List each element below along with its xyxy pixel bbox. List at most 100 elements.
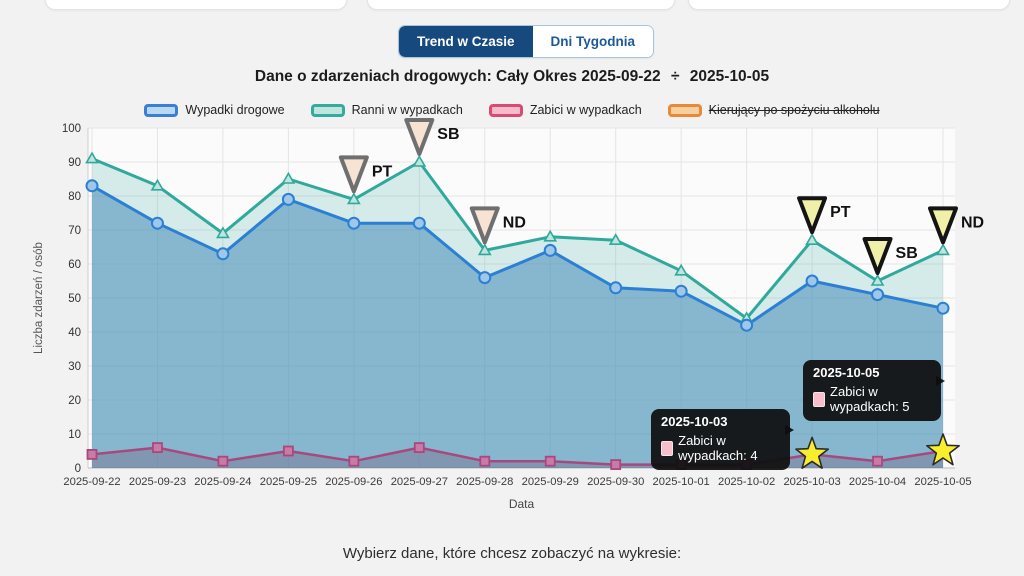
x-tick-label: 2025-09-30 — [587, 476, 644, 488]
point-square[interactable] — [348, 455, 360, 467]
series-line — [90, 446, 945, 466]
point-circle[interactable] — [347, 216, 361, 230]
point-square[interactable] — [479, 455, 491, 467]
y-tick-label: 100 — [62, 123, 81, 135]
y-tick-label: 70 — [68, 225, 81, 237]
legend-swatch-zabici — [488, 103, 523, 117]
point-circle[interactable] — [85, 179, 99, 193]
tooltip-2025-10-05: 2025-10-05 Zabici w wypadkach: 5 — [803, 360, 945, 421]
x-tick-label: 2025-09-25 — [260, 476, 317, 488]
point-triangle[interactable] — [608, 233, 623, 245]
point-circle[interactable] — [216, 247, 230, 261]
flag-label: PT — [372, 163, 393, 180]
point-square[interactable] — [413, 442, 425, 454]
point-circle[interactable] — [871, 288, 885, 302]
tab-trend-w-czasie[interactable]: Trend w Czasie — [399, 26, 533, 57]
point-square[interactable] — [282, 445, 294, 457]
x-tick-label: 2025-10-03 — [783, 476, 840, 488]
tooltip-series-swatch — [661, 440, 674, 456]
legend-swatch-alkohol — [667, 103, 702, 117]
tooltip-series-swatch — [813, 391, 826, 407]
y-tick-label: 0 — [75, 463, 81, 475]
point-circle[interactable] — [805, 274, 819, 288]
trend-chart-canvas[interactable]: 0 10 20 30 40 50 60 70 80 90 100 PT SB ND PT SB ND 2025-0… — [0, 60, 1024, 530]
point-square[interactable] — [610, 459, 622, 471]
chart-title-text: Dane o zdarzeniach drogowych: Cały Okres — [254, 68, 578, 85]
x-tick-label: 2025-09-29 — [522, 476, 579, 488]
date-from: 2025-09-22 — [581, 68, 661, 85]
legend-item-wypadki[interactable]: Wypadki drogowe — [144, 103, 285, 117]
x-tick-label: 2025-10-01 — [653, 476, 710, 488]
y-tick-label: 50 — [68, 293, 81, 305]
weekday-flag-pt: PT — [797, 196, 851, 235]
point-circle[interactable] — [412, 216, 426, 230]
weekday-flag-pt: PT — [338, 155, 393, 194]
legend-label: Ranni w wypadkach — [351, 103, 463, 117]
point-triangle[interactable] — [281, 171, 296, 184]
x-tick-label: 2025-09-24 — [194, 476, 251, 488]
x-tick-label: 2025-09-23 — [129, 476, 186, 488]
chart-title: Dane o zdarzeniach drogowych: Cały Okres… — [0, 68, 1024, 86]
top-card-1 — [45, 0, 347, 10]
weekday-flag-nd: ND — [469, 206, 526, 245]
series-area-square — [92, 447, 943, 468]
point-triangle[interactable] — [477, 243, 492, 256]
chart-view-tabs: Trend w Czasie Dni Tygodnia — [398, 25, 655, 58]
legend-label: Zabici w wypadkach — [529, 103, 642, 117]
point-triangle[interactable] — [936, 243, 950, 256]
legend-item-zabici[interactable]: Zabici w wypadkach — [488, 103, 642, 117]
point-triangle[interactable] — [412, 154, 427, 167]
y-tick-label: 30 — [68, 361, 81, 373]
x-tick-label: 2025-09-28 — [456, 476, 513, 488]
x-tick-label: 2025-10-04 — [849, 476, 906, 488]
point-circle[interactable] — [281, 192, 295, 206]
point-triangle[interactable] — [346, 192, 361, 205]
legend-item-ranni[interactable]: Ranni w wypadkach — [310, 103, 463, 117]
point-square[interactable] — [86, 448, 98, 460]
x-tick-label: 2025-10-05 — [914, 476, 971, 488]
legend-item-alkohol[interactable]: Kierujący po spożyciu alkoholu — [667, 103, 880, 117]
point-circle[interactable] — [936, 301, 950, 315]
point-square[interactable] — [872, 455, 883, 467]
point-circle[interactable] — [740, 318, 754, 332]
date-separator: ÷ — [670, 68, 680, 85]
tooltip-2025-10-03: 2025-10-03 Zabici w wypadkach: 4 — [651, 409, 794, 470]
tooltip-value: Zabici w wypadkach: 5 — [830, 384, 910, 414]
date-to: 2025-10-05 — [689, 68, 770, 85]
point-square[interactable] — [152, 442, 163, 454]
y-axis-title: Liczba zdarzeń / osób — [33, 242, 45, 354]
series-area-circle — [92, 185, 943, 469]
point-triangle[interactable] — [150, 178, 165, 191]
x-axis-title: Data — [509, 497, 535, 511]
point-square[interactable] — [544, 455, 556, 467]
tab-dni-tygodnia[interactable]: Dni Tygodnia — [532, 26, 654, 57]
point-circle[interactable] — [543, 243, 557, 257]
point-triangle[interactable] — [85, 151, 99, 164]
star-marker — [926, 433, 960, 466]
flag-label: SB — [437, 126, 459, 143]
point-triangle[interactable] — [870, 273, 885, 286]
point-triangle[interactable] — [805, 233, 819, 245]
flag-label: ND — [503, 214, 526, 231]
y-tick-label: 90 — [68, 157, 81, 169]
x-tick-label: 2025-09-22 — [63, 476, 120, 488]
tooltip-value: Zabici w wypadkach: 4 — [678, 433, 758, 463]
point-circle[interactable] — [674, 284, 688, 298]
x-tick-label: 2025-09-26 — [325, 476, 382, 488]
point-circle[interactable] — [478, 271, 492, 285]
y-tick-label: 80 — [68, 191, 81, 203]
tooltip-date: 2025-10-05 — [813, 365, 880, 380]
point-triangle[interactable] — [674, 263, 689, 276]
legend-swatch-wypadki — [144, 103, 179, 117]
weekday-flag-sb: SB — [862, 237, 918, 275]
point-triangle[interactable] — [216, 226, 230, 239]
series-line — [90, 184, 945, 327]
x-tick-label: 2025-09-27 — [391, 476, 448, 488]
point-circle[interactable] — [609, 281, 623, 295]
point-circle[interactable] — [150, 216, 164, 230]
point-square[interactable] — [217, 455, 229, 467]
series-line — [90, 157, 945, 320]
y-tick-label: 60 — [68, 259, 81, 271]
point-triangle[interactable] — [543, 229, 558, 242]
